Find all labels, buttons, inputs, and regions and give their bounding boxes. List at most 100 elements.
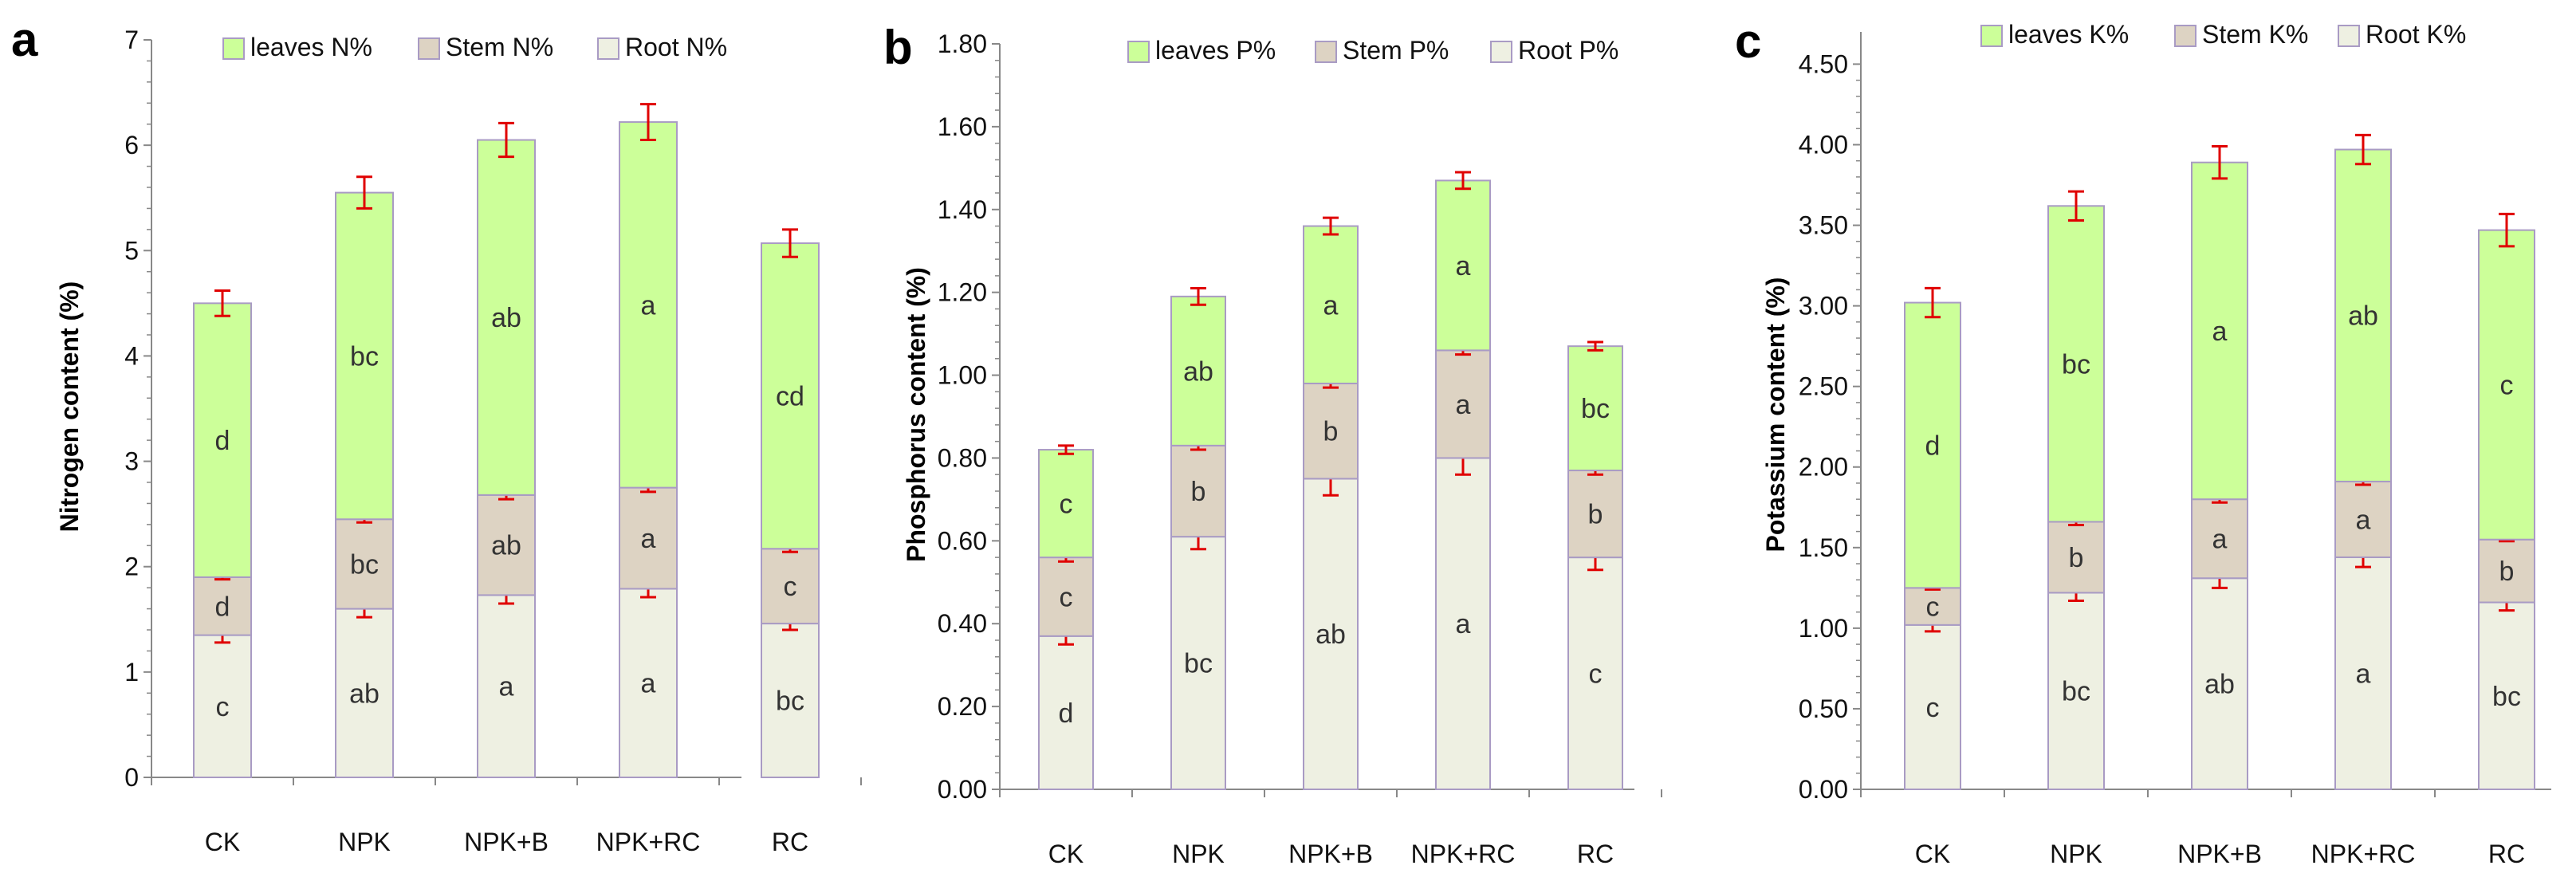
bar-segment-c (2334, 148, 2392, 482)
bar-segment-c (2191, 498, 2248, 580)
x-tick-label-a: RC (772, 828, 808, 856)
significance-letter-b: b (1323, 417, 1339, 447)
legend-label-a: Stem N% (446, 33, 553, 61)
significance-letter-b: a (1456, 609, 1471, 639)
x-tick-label-c: RC (2488, 840, 2525, 868)
x-tick-label-b: RC (1577, 840, 1614, 868)
bar-segment-b (1170, 444, 1226, 538)
bar-segment-a (619, 588, 678, 779)
bar-segment-c (2334, 480, 2392, 558)
y-tick-label-c: 0.00 (1799, 775, 1848, 804)
y-tick-label-a: 2 (124, 553, 139, 581)
bar-segment-c (2334, 556, 2392, 790)
y-tick-label-c: 2.50 (1799, 372, 1848, 401)
bar-segment-b (1435, 457, 1491, 790)
y-tick-label-b: 1.60 (938, 112, 987, 141)
significance-letter-c: c (1926, 592, 1940, 623)
y-tick-label-c: 3.50 (1799, 211, 1848, 240)
y-axis-title-c: Potassium content (%) (1761, 277, 1790, 553)
significance-letter-c: ab (2204, 670, 2235, 700)
significance-letter-c: a (2356, 659, 2371, 689)
panel-label-a: a (11, 13, 38, 66)
significance-letter-b: ab (1183, 356, 1213, 387)
significance-letter-c: a (2356, 505, 2371, 535)
x-tick-label-a: NPK+B (464, 828, 549, 856)
y-tick-label-c: 0.50 (1799, 694, 1848, 723)
x-tick-label-a: CK (205, 828, 240, 856)
legend-swatch-c (2338, 25, 2360, 47)
significance-letter-b: b (1588, 500, 1603, 530)
significance-letter-b: c (1060, 582, 1073, 612)
y-tick-label-a: 5 (124, 236, 139, 265)
significance-letter-b: a (1456, 251, 1471, 281)
y-tick-label-a: 4 (124, 341, 139, 370)
significance-letter-a: d (215, 592, 230, 622)
bar-segment-b (1435, 179, 1491, 352)
legend-label-c: Stem K% (2202, 20, 2308, 49)
x-tick-label-c: CK (1915, 840, 1950, 868)
y-tick-label-b: 1.20 (938, 278, 987, 307)
bar-segment-b (1303, 382, 1359, 480)
x-tick-label-a: NPK (338, 828, 391, 856)
significance-letter-c: ab (2348, 301, 2378, 332)
bar-segment-a (193, 634, 252, 778)
bar-segment-a (193, 576, 252, 636)
bar-segment-b (1567, 345, 1623, 472)
bar-segment-a (619, 121, 678, 489)
bar-segment-a (335, 518, 394, 610)
bar-segment-a (761, 623, 820, 778)
significance-letter-a: cd (776, 382, 804, 412)
y-tick-label-c: 3.00 (1799, 292, 1848, 321)
y-tick-label-b: 0.00 (938, 775, 987, 804)
bar-segment-b (1038, 449, 1094, 559)
bar-segment-b (1435, 349, 1491, 459)
legend-label-b: leaves P% (1155, 36, 1276, 65)
bar-segment-b (1567, 557, 1623, 790)
significance-letter-b: ab (1316, 620, 1346, 650)
x-tick-label-b: NPK+RC (1411, 840, 1516, 868)
y-tick-label-a: 7 (124, 26, 139, 54)
chart-panel-a: a Nitrogen content (%) 0 1 2 3 4 5 6 7 CK NPK NPK+… (11, 13, 862, 856)
significance-letter-c: d (1925, 431, 1941, 461)
significance-letter-a: d (215, 426, 230, 456)
y-tick-label-c: 4.00 (1799, 130, 1848, 159)
panel-label-c: c (1735, 14, 1761, 68)
bar-segment-b (1303, 225, 1359, 384)
y-tick-label-b: 1.00 (938, 361, 987, 390)
legend-label-b: Root P% (1518, 36, 1618, 65)
y-tick-label-b: 1.80 (938, 30, 987, 58)
significance-letter-a: ab (491, 303, 521, 333)
bar-segment-b (1303, 478, 1359, 791)
y-tick-label-c: 1.00 (1799, 614, 1848, 643)
bar-segment-b (1038, 557, 1094, 637)
significance-letter-b: bc (1581, 394, 1610, 424)
x-tick-label-b: NPK+B (1288, 840, 1373, 868)
significance-letter-b: d (1059, 698, 1074, 729)
significance-letter-c: bc (2062, 349, 2090, 380)
y-axis-title-b: Phosphorus content (%) (902, 267, 930, 562)
y-tick-label-a: 6 (124, 131, 139, 159)
legend-label-c: Root K% (2366, 20, 2466, 49)
bar-segment-c (2191, 577, 2248, 790)
bar-segment-c (1904, 623, 1961, 790)
x-tick-label-b: CK (1048, 840, 1083, 868)
significance-letter-b: bc (1184, 649, 1213, 679)
legend-swatch-b (1315, 41, 1337, 63)
x-tick-label-c: NPK+B (2177, 840, 2262, 868)
y-tick-label-c: 1.50 (1799, 533, 1848, 562)
significance-letter-b: a (1456, 390, 1471, 420)
bar-segment-a (477, 494, 536, 596)
significance-letter-b: b (1191, 477, 1206, 507)
bar-segment-c (2047, 592, 2105, 790)
bar-segment-c (2191, 161, 2248, 501)
y-tick-label-a: 0 (124, 763, 139, 792)
significance-letter-a: ab (349, 679, 380, 709)
legend-swatch-a (222, 37, 245, 60)
significance-letter-c: bc (2492, 682, 2521, 712)
legend-label-a: Root N% (625, 33, 727, 61)
significance-letter-c: b (2499, 557, 2515, 587)
y-tick-label-a: 3 (124, 447, 139, 476)
legend-swatch-a (418, 37, 440, 60)
bar-segment-a (761, 548, 820, 625)
bar-segment-a (619, 486, 678, 590)
